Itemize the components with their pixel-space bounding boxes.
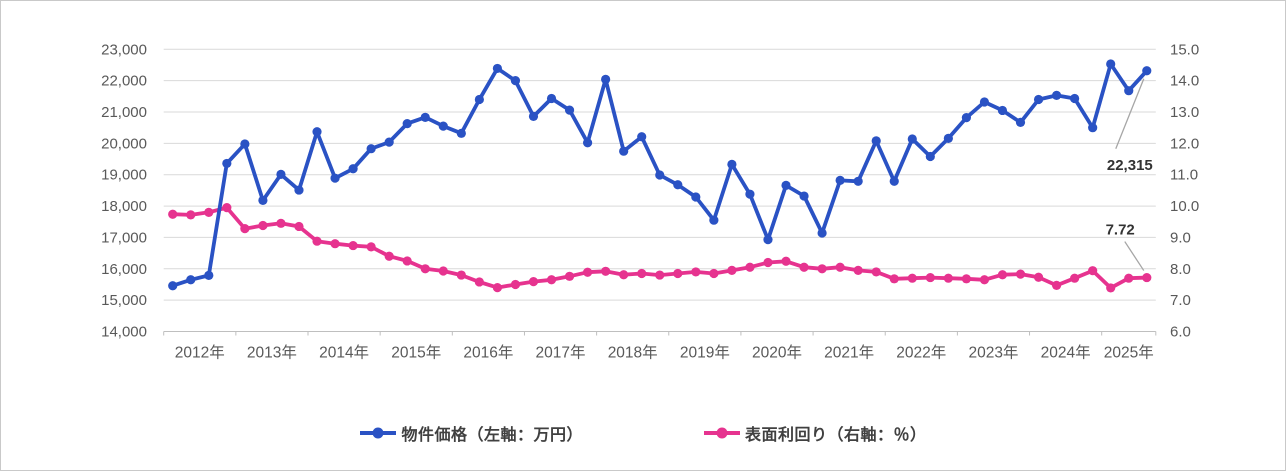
svg-text:2016年: 2016年 (463, 344, 513, 362)
chart-legend: 物件価格（左軸：万円） 表面利回り（右軸：％） (1, 411, 1285, 455)
svg-text:2013年: 2013年 (247, 344, 297, 362)
svg-text:15.0: 15.0 (1170, 41, 1199, 58)
svg-text:2021年: 2021年 (824, 344, 874, 362)
price-series-marker-icon (360, 427, 397, 439)
svg-text:2012年: 2012年 (175, 344, 225, 362)
svg-text:20,000: 20,000 (101, 135, 147, 152)
svg-text:2022年: 2022年 (896, 344, 946, 362)
svg-text:2019年: 2019年 (680, 344, 730, 362)
svg-text:2024年: 2024年 (1041, 344, 1091, 362)
svg-text:2018年: 2018年 (608, 344, 658, 362)
yield-series-marker-icon (704, 427, 740, 439)
svg-text:21,000: 21,000 (101, 104, 147, 121)
svg-text:2017年: 2017年 (536, 344, 586, 362)
svg-text:9.0: 9.0 (1170, 229, 1191, 246)
price-yield-line-chart: 23,000 15.0 22,000 14.0 21,000 13.0 20,000 12.0… (101, 41, 1199, 362)
svg-text:14,000: 14,000 (101, 324, 147, 341)
svg-text:15,000: 15,000 (101, 292, 147, 309)
svg-text:2020年: 2020年 (752, 344, 802, 362)
svg-text:19,000: 19,000 (101, 167, 147, 184)
svg-text:11.0: 11.0 (1170, 167, 1198, 184)
svg-text:2015年: 2015年 (391, 344, 441, 362)
legend-label-yield: 表面利回り（右軸：％） (745, 427, 927, 444)
svg-text:18,000: 18,000 (101, 198, 147, 215)
svg-text:8.0: 8.0 (1170, 261, 1191, 278)
svg-text:7.0: 7.0 (1170, 292, 1191, 309)
svg-text:14.0: 14.0 (1170, 73, 1199, 90)
svg-text:2023年: 2023年 (968, 344, 1018, 362)
legend-item-price: 物件価格（左軸：万円） (359, 421, 583, 445)
svg-text:10.0: 10.0 (1170, 198, 1199, 215)
svg-text:22,315: 22,315 (1107, 157, 1153, 174)
svg-text:13.0: 13.0 (1170, 104, 1199, 121)
svg-text:12.0: 12.0 (1170, 135, 1199, 152)
svg-text:23,000: 23,000 (101, 41, 147, 58)
svg-text:17,000: 17,000 (101, 229, 147, 246)
legend-item-yield: 表面利回り（右軸：％） (703, 421, 927, 445)
svg-text:16,000: 16,000 (101, 261, 147, 278)
svg-text:2025年: 2025年 (1104, 344, 1154, 362)
svg-text:2014年: 2014年 (319, 344, 369, 362)
svg-text:6.0: 6.0 (1170, 324, 1191, 341)
svg-text:22,000: 22,000 (101, 73, 147, 90)
legend-label-price: 物件価格（左軸：万円） (401, 427, 583, 444)
svg-text:7.72: 7.72 (1106, 222, 1135, 239)
